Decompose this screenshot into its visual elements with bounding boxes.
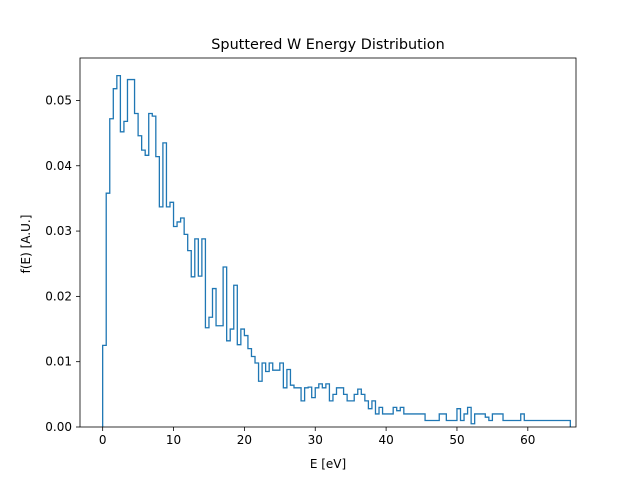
x-tick-label: 60 [520,433,535,447]
x-tick-label: 30 [308,433,323,447]
chart-title: Sputtered W Energy Distribution [211,37,444,53]
y-axis-ticks: 0.00 0.01 0.02 0.03 0.04 0.05 [45,93,80,434]
histogram-step-series [102,74,571,427]
x-tick-label: 10 [166,433,181,447]
y-tick-label: 0.04 [45,159,72,173]
plot-area [79,57,577,428]
x-tick-label: 50 [449,433,464,447]
x-tick-label: 40 [378,433,393,447]
y-tick-label: 0.03 [45,224,72,238]
x-tick-label: 20 [237,433,252,447]
x-axis-ticks: 0 10 20 30 40 50 60 [99,427,535,447]
x-tick-label: 0 [99,433,107,447]
y-axis-label: f(E) [A.U.] [19,215,33,274]
x-axis-label: E [eV] [310,457,346,471]
axes-frame [79,57,577,428]
y-tick-label: 0.01 [45,355,72,369]
y-tick-label: 0.02 [45,289,72,303]
y-tick-label: 0.00 [45,420,72,434]
y-tick-label: 0.05 [45,93,72,107]
